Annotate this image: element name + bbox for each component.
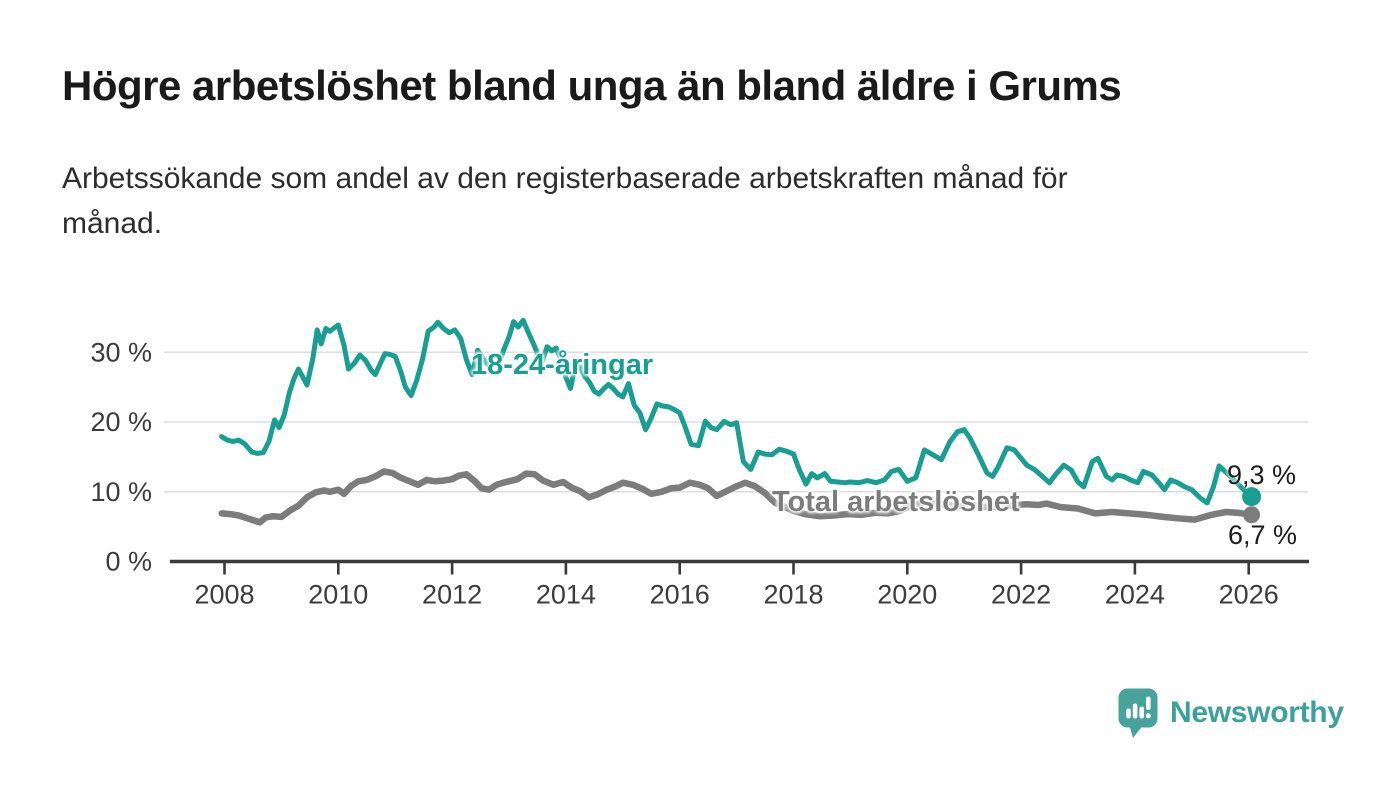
x-axis-tick-label: 2012 bbox=[422, 580, 482, 610]
x-axis-tick-label: 2016 bbox=[650, 580, 710, 610]
x-axis-tick-label: 2010 bbox=[308, 580, 368, 610]
x-axis-tick-label: 2014 bbox=[536, 580, 596, 610]
x-axis-tick-label: 2022 bbox=[991, 580, 1051, 610]
chart-subtitle: Arbetssökande som andel av den registerb… bbox=[62, 156, 1262, 246]
youth-series-line bbox=[219, 317, 1254, 506]
y-axis-tick-label: 0 % bbox=[105, 547, 152, 577]
x-axis-tick-label: 2018 bbox=[763, 580, 823, 610]
chart-title: Högre arbetslöshet bland unga än bland ä… bbox=[62, 62, 1122, 109]
total-series-end-dot bbox=[1243, 506, 1261, 524]
chart-subtitle-line-1: Arbetssökande som andel av den registerb… bbox=[62, 162, 1068, 195]
total-series-line bbox=[218, 468, 1255, 526]
newsworthy-brand: Newsworthy bbox=[1117, 687, 1344, 739]
x-axis-tick-label: 2026 bbox=[1219, 580, 1279, 610]
series-label-total: Total arbetslöshet bbox=[772, 486, 1020, 518]
y-axis-tick-label: 20 % bbox=[90, 407, 152, 437]
x-axis-tick-label: 2008 bbox=[194, 580, 254, 610]
y-axis-tick-label: 10 % bbox=[90, 477, 152, 507]
end-value-label-total: 6,7 % bbox=[1228, 520, 1298, 550]
series-label-youth: 18-24-åringar bbox=[471, 349, 654, 381]
end-value-label-youth: 9,3 % bbox=[1227, 460, 1297, 490]
x-axis-tick-label: 2024 bbox=[1105, 580, 1165, 610]
x-axis-tick-label: 2020 bbox=[877, 580, 937, 610]
chart-subtitle-line-2: månad. bbox=[62, 207, 163, 240]
youth-series-end-dot bbox=[1242, 487, 1262, 507]
newsworthy-brand-text: Newsworthy bbox=[1170, 696, 1344, 729]
newsworthy-speech-bubble-bar-chart-icon bbox=[1118, 688, 1158, 738]
y-axis-tick-label: 30 % bbox=[90, 337, 152, 367]
